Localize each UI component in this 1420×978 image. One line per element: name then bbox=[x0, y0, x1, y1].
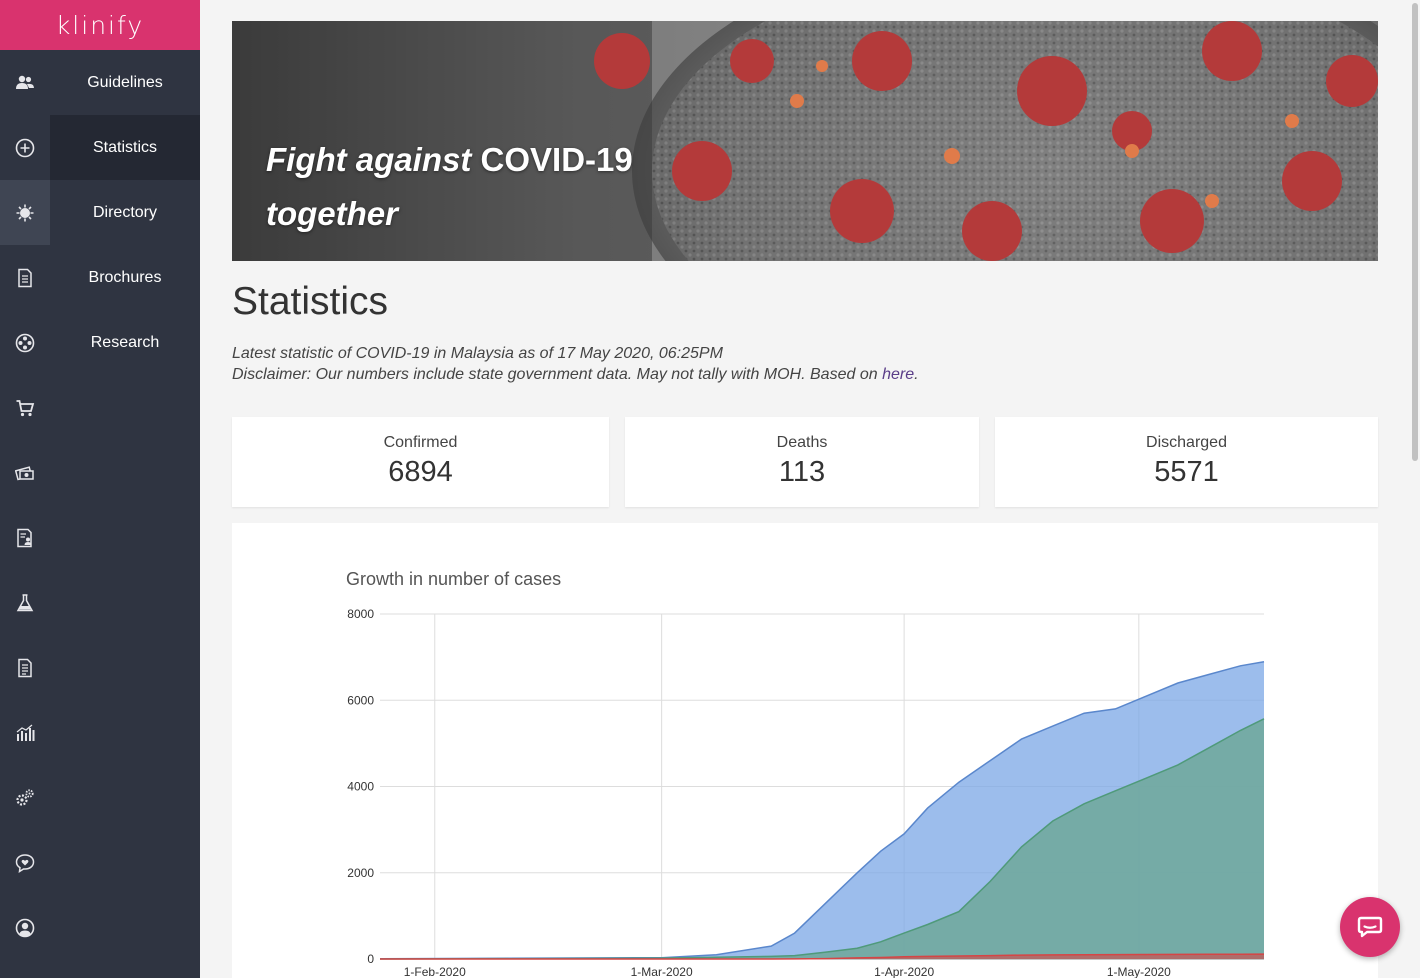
confirmed-label: Confirmed bbox=[383, 434, 458, 451]
discharged-label: Discharged bbox=[1146, 434, 1227, 451]
latest-statistic-text: Latest statistic of COVID-19 in Malaysia… bbox=[232, 345, 723, 362]
sidebar-item-profile[interactable] bbox=[0, 895, 200, 960]
id-card-icon bbox=[0, 505, 50, 570]
series-line-discharged bbox=[379, 718, 1265, 960]
series-line-deaths bbox=[380, 953, 1265, 960]
disclaimer-period: . bbox=[914, 366, 919, 383]
main-content: Fight against COVID-19 together Statisti… bbox=[200, 0, 1410, 978]
chart-title: Growth in number of cases bbox=[346, 569, 561, 589]
chat-button[interactable] bbox=[1340, 897, 1400, 957]
money-icon bbox=[0, 440, 50, 505]
sidebar-item-label: Directory bbox=[92, 203, 157, 221]
sidebar-item-lab[interactable] bbox=[0, 570, 200, 635]
deaths-label: Deaths bbox=[776, 434, 828, 451]
sidebar-item-feedback[interactable] bbox=[0, 830, 200, 895]
y-tick-label: 6000 bbox=[347, 693, 374, 707]
series-area-discharged bbox=[380, 718, 1264, 959]
page-title: Statistics bbox=[232, 280, 389, 323]
series-line-confirmed bbox=[379, 660, 1265, 960]
plus-circle-icon bbox=[0, 115, 50, 180]
users-icon bbox=[0, 50, 50, 115]
y-tick-label: 8000 bbox=[347, 607, 374, 621]
x-tick-label: 1-Feb-2020 bbox=[404, 965, 466, 978]
heart-chat-icon bbox=[0, 830, 50, 895]
sidebar-item-label: Guidelines bbox=[87, 73, 163, 91]
brand-name: klinify bbox=[55, 10, 145, 40]
sidebar-item-label: Research bbox=[90, 333, 160, 351]
x-tick-label: 1-Mar-2020 bbox=[631, 965, 693, 978]
virus-icon bbox=[0, 180, 50, 245]
sidebar-item-guidelines[interactable]: Guidelines bbox=[0, 50, 200, 115]
sidebar-item-label: Statistics bbox=[50, 115, 200, 180]
x-tick-label: 1-Apr-2020 bbox=[874, 965, 934, 978]
y-tick-label: 2000 bbox=[347, 866, 374, 880]
disclaimer-body: Disclaimer: Our numbers include state go… bbox=[232, 366, 878, 383]
brand-logo[interactable]: klinify bbox=[0, 0, 200, 50]
sidebar: klinify Guidelines Statistics Directory … bbox=[0, 0, 200, 978]
disclaimer-text: Disclaimer: Our numbers include state go… bbox=[232, 364, 919, 385]
deaths-value: 113 bbox=[778, 456, 826, 488]
x-tick-label: 1-May-2020 bbox=[1107, 965, 1171, 978]
confirmed-card: Confirmed 6894 bbox=[232, 417, 609, 507]
sidebar-item-id-card[interactable] bbox=[0, 505, 200, 570]
bar-chart-icon bbox=[0, 700, 50, 765]
flask-icon bbox=[0, 570, 50, 635]
sidebar-item-directory[interactable]: Directory bbox=[0, 180, 200, 245]
scrollbar[interactable] bbox=[1410, 0, 1420, 978]
cart-icon bbox=[0, 375, 50, 440]
gears-icon bbox=[0, 765, 50, 830]
growth-chart: Growth in number of cases 0 2000 4000 6000 80… bbox=[346, 569, 1265, 978]
sidebar-item-charts[interactable] bbox=[0, 700, 200, 765]
source-link[interactable]: here bbox=[882, 366, 915, 383]
reel-icon bbox=[0, 310, 50, 375]
scroll-thumb[interactable] bbox=[1412, 3, 1418, 461]
sidebar-item-brochures[interactable]: Brochures bbox=[0, 245, 200, 310]
banner-heading: Fight against COVID-19 together bbox=[266, 133, 633, 241]
y-tick-label: 0 bbox=[367, 952, 374, 966]
sidebar-item-cart[interactable] bbox=[0, 375, 200, 440]
file-icon bbox=[0, 635, 50, 700]
growth-chart-card: Growth in number of cases 0 2000 4000 6000 80… bbox=[232, 523, 1378, 978]
confirmed-value: 6894 bbox=[388, 456, 453, 488]
user-circle-icon bbox=[0, 895, 50, 960]
sidebar-item-statistics[interactable]: Statistics bbox=[0, 115, 200, 180]
deaths-card: Deaths 113 bbox=[625, 417, 979, 507]
banner-line-2: together bbox=[266, 195, 398, 232]
sidebar-item-file[interactable] bbox=[0, 635, 200, 700]
virus-banner-image bbox=[232, 21, 1378, 261]
sidebar-item-label: Brochures bbox=[88, 268, 162, 286]
y-tick-label: 4000 bbox=[347, 780, 374, 794]
sidebar-item-research[interactable]: Research bbox=[0, 310, 200, 375]
discharged-value: 5571 bbox=[1154, 456, 1219, 488]
document-icon bbox=[0, 245, 50, 310]
sidebar-item-settings[interactable] bbox=[0, 765, 200, 830]
discharged-card: Discharged 5571 bbox=[995, 417, 1378, 507]
statistics-note: Latest statistic of COVID-19 in Malaysia… bbox=[232, 343, 919, 385]
sidebar-item-money[interactable] bbox=[0, 440, 200, 505]
banner-line-1a: Fight against bbox=[266, 141, 472, 178]
chat-icon bbox=[1357, 916, 1383, 938]
hero-banner: Fight against COVID-19 together bbox=[232, 21, 1378, 261]
banner-line-1b: COVID-19 bbox=[480, 141, 633, 178]
